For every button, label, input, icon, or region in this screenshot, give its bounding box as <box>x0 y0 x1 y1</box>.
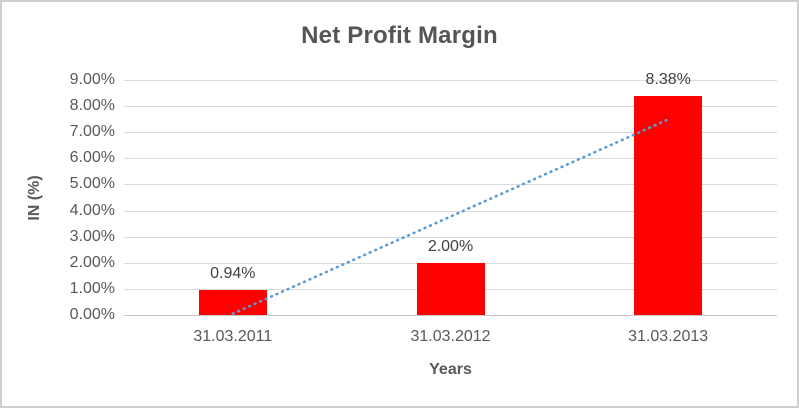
plot-area: 0.94% 2.00% 8.38% <box>124 71 777 316</box>
y-tick-label: 6.00% <box>69 149 115 167</box>
x-tick-label: 31.03.2012 <box>410 328 491 345</box>
y-tick-label: 9.00% <box>69 71 115 88</box>
y-tick-label: 1.00% <box>69 279 115 297</box>
trendline <box>231 118 670 315</box>
y-tick-label: 8.00% <box>69 97 115 115</box>
gridline <box>124 80 777 81</box>
y-tick-label: 3.00% <box>69 227 115 245</box>
x-axis-line <box>124 315 777 316</box>
gridline <box>124 132 777 134</box>
y-tick-label: 0.00% <box>69 306 115 323</box>
gridline <box>124 210 777 212</box>
y-tick-label: 7.00% <box>69 123 115 141</box>
x-tick-label: 31.03.2011 <box>193 328 273 345</box>
gridline <box>124 184 777 186</box>
chart-title: Net Profit Margin <box>301 22 498 49</box>
x-axis-title: Years <box>429 361 472 378</box>
bar-value-label: 2.00% <box>427 237 474 255</box>
y-tick-label: 4.00% <box>69 201 115 219</box>
gridline <box>124 106 777 108</box>
bar-value-label: 8.38% <box>645 71 691 89</box>
x-tick-label: 31.03.2013 <box>628 328 709 345</box>
bar-value-label: 0.94% <box>210 265 256 283</box>
y-tick-label: 2.00% <box>69 253 115 271</box>
bar-31.03.2012 <box>416 262 485 315</box>
gridline <box>124 158 777 160</box>
gridline <box>124 236 777 238</box>
y-tick-label: 5.00% <box>69 175 115 193</box>
bar-31.03.2013 <box>634 96 703 315</box>
